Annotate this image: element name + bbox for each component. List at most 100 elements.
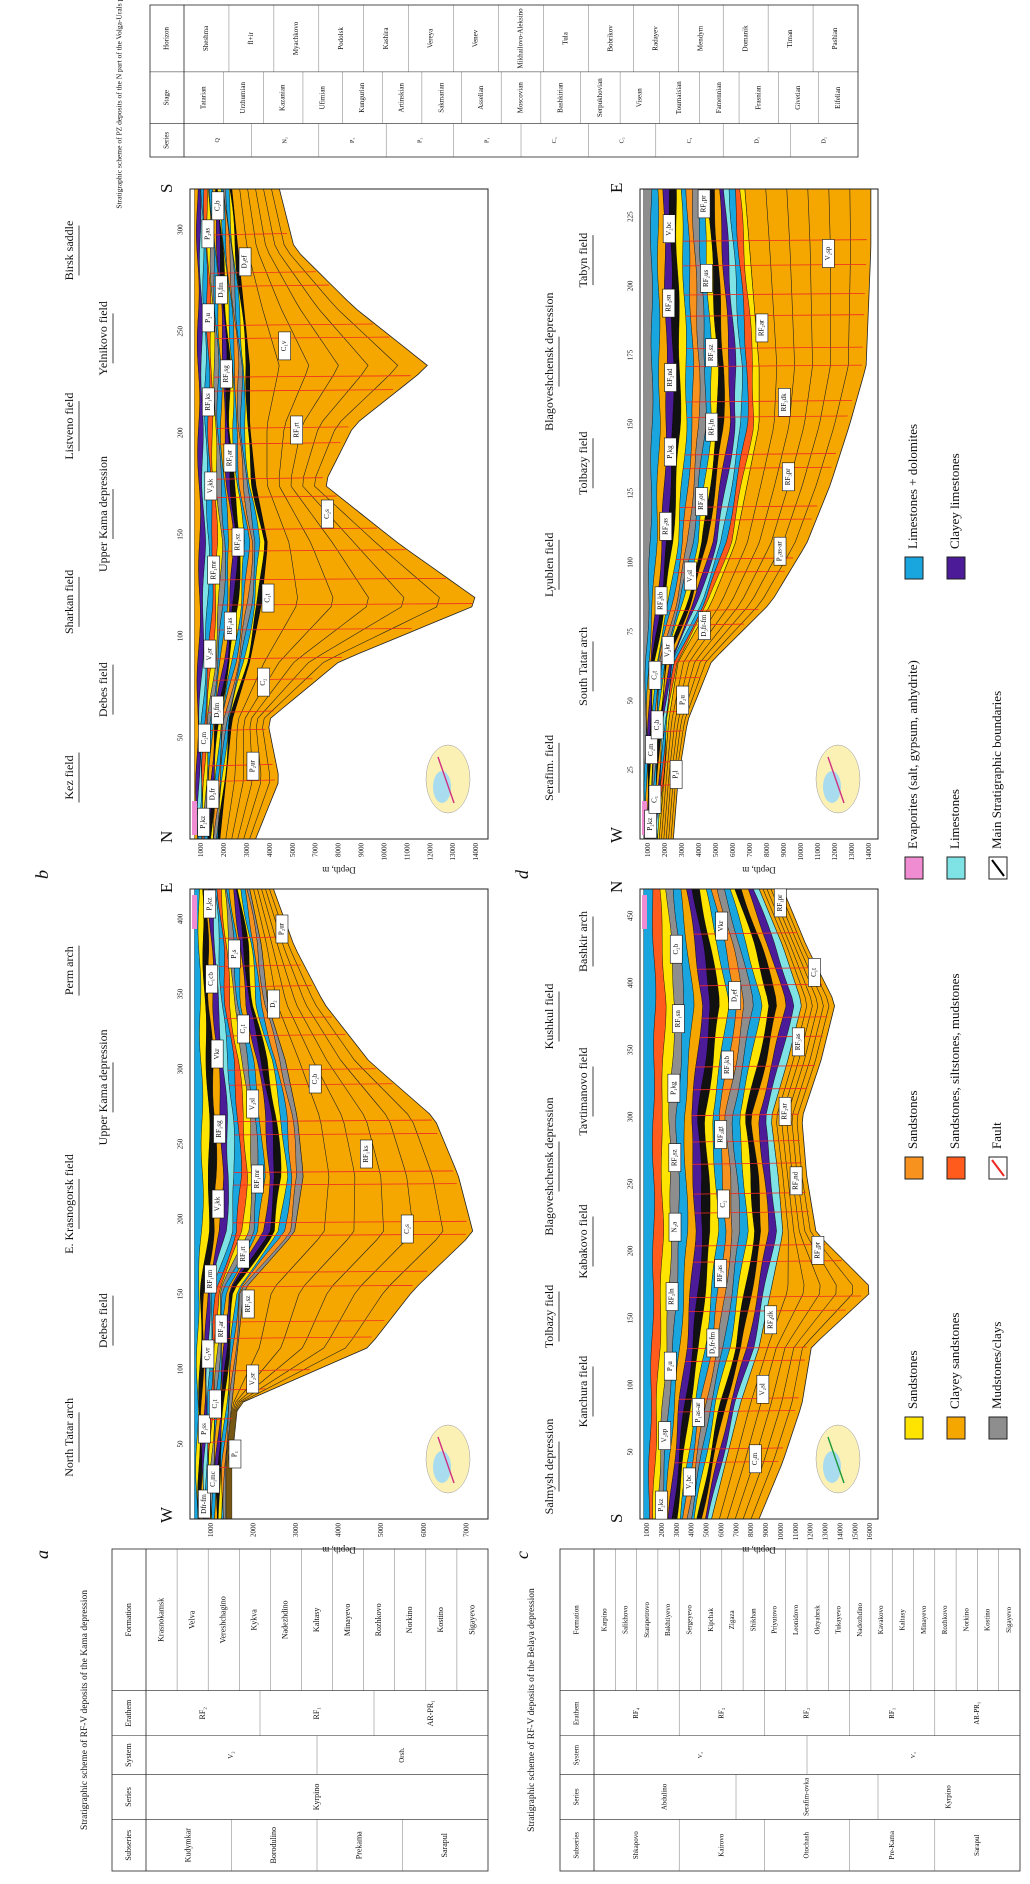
direction-right: E bbox=[157, 883, 176, 893]
table-cell: V₂ bbox=[227, 1751, 235, 1759]
y-tick-label: 9000 bbox=[780, 843, 788, 858]
table-cell: Venev bbox=[472, 29, 480, 47]
fault bbox=[694, 932, 798, 935]
x-tick-label: 25 bbox=[627, 766, 635, 774]
table-cell: Tournaisian bbox=[675, 81, 683, 114]
legend-swatch bbox=[904, 556, 924, 580]
y-tick-label: 5000 bbox=[712, 843, 720, 858]
table-cell: P₃ bbox=[350, 138, 356, 143]
label-box bbox=[198, 723, 211, 753]
fault bbox=[685, 314, 865, 317]
table-header: Series bbox=[573, 1788, 581, 1805]
layer-label: P₂kz bbox=[646, 818, 654, 831]
table-cell: Serafim-ovka bbox=[803, 1777, 811, 1816]
layer-label: RF₁as bbox=[226, 617, 234, 634]
layer-label: RF₁sn bbox=[674, 1010, 682, 1028]
fault bbox=[216, 477, 323, 480]
strat-boundary bbox=[231, 188, 334, 840]
fault bbox=[693, 1087, 808, 1091]
table-title: Stratigraphic scheme of RF-V deposits of… bbox=[526, 1588, 537, 1832]
label-box bbox=[667, 1073, 681, 1103]
label-box bbox=[691, 1398, 705, 1427]
section-header: Upper Kama depression bbox=[96, 1029, 110, 1145]
table-cell: Shkapovo bbox=[632, 1831, 640, 1860]
layer-label: RF₂gt bbox=[716, 1126, 724, 1143]
y-tick-label: 2000 bbox=[220, 843, 228, 858]
x-tick-label: 100 bbox=[627, 1379, 635, 1390]
layer-label: C₁t bbox=[264, 593, 272, 602]
label-box bbox=[257, 667, 270, 697]
label-box bbox=[669, 934, 683, 964]
inset-profile bbox=[437, 1436, 455, 1484]
layer-label: RF₃ot bbox=[697, 493, 705, 510]
label-box bbox=[241, 1289, 255, 1319]
table-cell: RF₄ bbox=[632, 1707, 640, 1719]
section-header: Kabakovo field bbox=[576, 1204, 590, 1278]
fault bbox=[216, 656, 342, 660]
depth-axis-label: Depth, m bbox=[742, 865, 776, 875]
table-cell: Rozhkovo bbox=[941, 1605, 949, 1634]
label-box bbox=[669, 760, 683, 789]
fault bbox=[218, 603, 473, 606]
table-cell: RF₃ bbox=[717, 1707, 725, 1719]
layer-label: P₂ur bbox=[278, 922, 286, 935]
table-cell: Mikhailovo-Aleksino bbox=[517, 8, 525, 69]
label-box bbox=[789, 1166, 803, 1196]
layer-label: D₃fm bbox=[217, 282, 225, 298]
table-cell: fl+ir bbox=[247, 32, 255, 45]
legend-label: Sandstones bbox=[905, 1091, 920, 1150]
fault bbox=[701, 1016, 828, 1019]
label-box bbox=[705, 412, 719, 442]
table-cell: Kaltasy bbox=[312, 1608, 321, 1632]
label-box bbox=[205, 964, 218, 994]
layer-label: C₂b bbox=[311, 1073, 319, 1084]
table-cell: Q bbox=[215, 137, 221, 142]
x-tick-label: 450 bbox=[627, 910, 635, 921]
direction-right: S bbox=[157, 184, 176, 193]
table-cell: Frasnian bbox=[754, 85, 762, 110]
fault bbox=[217, 628, 412, 631]
y-tick-label: 1000 bbox=[643, 1523, 651, 1538]
table-cell: Givetian bbox=[794, 85, 802, 110]
table-cell: Vereshchagino bbox=[219, 1596, 228, 1643]
label-box bbox=[808, 958, 821, 987]
label-box bbox=[228, 939, 241, 969]
table-cell: Podolsk bbox=[337, 27, 345, 50]
fault bbox=[207, 764, 273, 767]
fault bbox=[231, 1233, 466, 1237]
layer-label: RF₁ar bbox=[225, 449, 233, 466]
table-cell: Kykva bbox=[250, 1609, 259, 1631]
table-cell: Famennian bbox=[715, 82, 723, 114]
legend-swatch bbox=[946, 856, 966, 880]
strat-boundary bbox=[229, 888, 414, 1519]
label-box bbox=[684, 561, 697, 591]
x-tick-label: 200 bbox=[627, 280, 635, 291]
table-cell: Abdulino bbox=[661, 1783, 669, 1810]
x-tick-label: 75 bbox=[627, 628, 635, 636]
y-tick-label: 10000 bbox=[380, 843, 388, 861]
layer-label: RF₃ln bbox=[707, 418, 715, 435]
y-tick-label: 12000 bbox=[807, 1523, 815, 1541]
strat-boundary bbox=[726, 888, 813, 1520]
y-tick-label: 5000 bbox=[289, 843, 297, 858]
evaporite-lens bbox=[642, 895, 647, 929]
fault bbox=[211, 1320, 385, 1323]
x-tick-label: 350 bbox=[627, 1044, 635, 1055]
inset-map bbox=[823, 771, 841, 803]
x-tick-label: 225 bbox=[627, 211, 635, 222]
legend-swatch bbox=[946, 1156, 966, 1180]
y-tick-label: 6000 bbox=[729, 843, 737, 858]
x-tick-label: 50 bbox=[177, 733, 185, 741]
label-box bbox=[201, 387, 215, 417]
section-header: Tolbazy field bbox=[576, 431, 590, 494]
label-box bbox=[773, 536, 787, 566]
label-box bbox=[717, 1189, 730, 1219]
table-cell: Kaltasy bbox=[898, 1609, 906, 1631]
section-header: Tolbazy field bbox=[542, 1285, 556, 1348]
label-box bbox=[648, 785, 662, 814]
legend-line bbox=[991, 859, 1005, 877]
table-cell: Shikhan bbox=[749, 1608, 757, 1631]
layer-label: RF₃as bbox=[794, 1033, 802, 1050]
layer-label: C₁t bbox=[651, 671, 659, 680]
fault bbox=[682, 239, 867, 242]
